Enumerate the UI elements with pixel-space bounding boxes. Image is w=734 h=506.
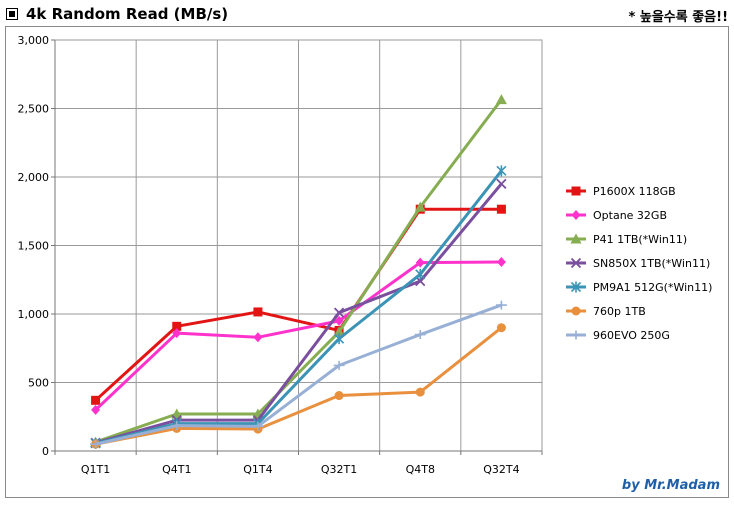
legend-label: PM9A1 512G(*Win11) (593, 281, 712, 294)
data-point (253, 332, 263, 343)
data-point (333, 360, 345, 370)
legend-item: P1600X 118GB (566, 185, 676, 198)
x-tick-label: Q32T1 (321, 463, 357, 476)
y-tick-label: 1,000 (18, 308, 50, 321)
series-line (95, 303, 502, 446)
x-tick-label: Q4T1 (162, 463, 191, 476)
legend-label: Optane 32GB (593, 209, 667, 222)
series-5 (91, 323, 506, 449)
series-line (94, 207, 502, 402)
y-tick-label: 2,500 (18, 103, 50, 116)
data-point (333, 326, 345, 337)
y-tick-label: 2,000 (18, 171, 50, 184)
data-point (333, 307, 345, 318)
axes: 0 500 1,000 1,500 2,000 2,500 3,000 Q1T1 Q4T1 Q1T… (18, 34, 543, 476)
legend-marker (570, 330, 582, 340)
series-1 (91, 256, 506, 415)
y-tick-label: 500 (28, 377, 49, 390)
legend-marker (571, 186, 581, 196)
data-point (253, 307, 263, 317)
data-point (414, 201, 426, 212)
data-point (172, 328, 182, 339)
data-point (334, 315, 344, 326)
series-lines (90, 94, 507, 449)
x-tick-label: Q1T4 (243, 463, 272, 476)
data-point (415, 268, 426, 280)
data-point (334, 333, 345, 345)
legend-item: Optane 32GB (566, 209, 667, 222)
data-point (91, 404, 101, 415)
data-point (334, 391, 344, 401)
data-point (495, 94, 507, 105)
data-point (496, 178, 507, 189)
chart-note: * 높을수록 좋음!! (628, 10, 728, 25)
legend-item: 960EVO 250G (566, 329, 670, 342)
credit-text: by Mr.Madam (621, 478, 720, 493)
legend-item: 760p 1TB (566, 305, 646, 318)
legend-label: 960EVO 250G (593, 329, 670, 342)
series-6 (90, 300, 507, 449)
data-point (415, 257, 425, 268)
data-point (496, 165, 507, 177)
legend-label: SN850X 1TB(*Win11) (593, 257, 710, 270)
legend-label: 760p 1TB (593, 305, 646, 318)
grid-lines (54, 39, 543, 452)
y-tick-label: 1,500 (18, 240, 50, 253)
series-line (95, 98, 503, 444)
data-point (496, 204, 506, 214)
x-tick-label: Q32T4 (483, 463, 519, 476)
series-line (95, 326, 503, 446)
legend-item: SN850X 1TB(*Win11) (566, 257, 710, 270)
series-line (94, 260, 502, 411)
data-point (171, 408, 183, 419)
legend-label: P41 1TB(*Win11) (593, 233, 687, 246)
chart-header: 4k Random Read (MB/s) (6, 3, 228, 25)
checkbox-icon (6, 8, 18, 20)
data-point (414, 330, 426, 340)
data-point (496, 256, 506, 267)
series-line (95, 169, 503, 445)
data-point (90, 439, 102, 449)
legend-marker (570, 281, 582, 293)
legend-marker (570, 233, 582, 244)
data-point (495, 300, 507, 310)
legend-marker (570, 257, 582, 269)
y-tick-label: 3,000 (18, 34, 50, 47)
legend-item: P41 1TB(*Win11) (566, 233, 687, 246)
data-point (91, 395, 101, 405)
y-tick-label: 0 (42, 445, 49, 458)
legend-label: P1600X 118GB (593, 185, 676, 198)
data-point (252, 421, 264, 431)
data-point (171, 421, 183, 431)
legend-item: PM9A1 512G(*Win11) (566, 281, 712, 294)
data-point (496, 323, 506, 333)
series-line (95, 182, 503, 445)
x-tick-label: Q1T1 (81, 463, 110, 476)
legend-marker (571, 306, 581, 316)
legend-marker (571, 210, 581, 220)
chart-title: 4k Random Read (MB/s) (26, 5, 229, 23)
legend: P1600X 118GB Optane 32GB P41 1TB(*Win11) SN… (566, 185, 712, 342)
data-point (172, 321, 182, 331)
data-point (415, 387, 425, 397)
x-tick-label: Q4T8 (406, 463, 435, 476)
